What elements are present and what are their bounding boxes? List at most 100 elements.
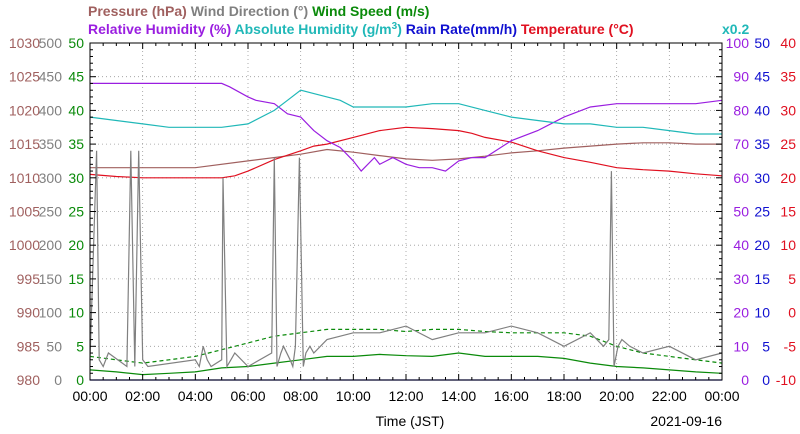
x-tick-label: 06:00 (230, 388, 265, 404)
y-tick-label: 995 (17, 271, 41, 287)
y-tick-label: 50 (68, 35, 84, 51)
y-tick-label: 90 (733, 69, 749, 85)
x-tick-label: 16:00 (494, 388, 529, 404)
series-absolute-humidity-g-m3 (89, 89, 722, 135)
x-tick-label: 04:00 (178, 388, 213, 404)
y-tick-label: 20 (754, 237, 770, 253)
x-tick-label: 18:00 (546, 388, 581, 404)
y-tick-label: 15 (780, 204, 796, 220)
x-tick-label: 02:00 (125, 388, 160, 404)
y-tick-label: 45 (68, 69, 84, 85)
y-tick-label: 25 (754, 204, 770, 220)
legend-entry: Wind Speed (m/s) (308, 3, 429, 19)
y-tick-label: 300 (39, 170, 63, 186)
y-tick-label: 80 (733, 102, 749, 118)
y-tick-label: 35 (754, 136, 770, 152)
y-tick-label: 40 (733, 237, 749, 253)
y-tick-label: 30 (733, 271, 749, 287)
y-tick-label: 40 (754, 102, 770, 118)
y-tick-label: 20 (68, 237, 84, 253)
y-tick-label: 0 (76, 372, 84, 388)
y-tick-label: 0 (788, 305, 796, 321)
y-tick-label: 25 (780, 136, 796, 152)
x-axis-title: Time (JST) (376, 413, 445, 429)
y-tick-label: 0 (54, 372, 62, 388)
x-tick-label: 08:00 (283, 388, 318, 404)
y-tick-label: 450 (39, 69, 63, 85)
legend-entry: Wind Direction (°) (187, 3, 308, 19)
y-tick-label: 400 (39, 102, 63, 118)
y-tick-label: 200 (39, 237, 63, 253)
y-tick-label: 980 (17, 372, 41, 388)
y-tick-label: 985 (17, 338, 41, 354)
y-tick-label: 35 (780, 69, 796, 85)
legend-entry: Pressure (hPa) (88, 3, 187, 19)
y-tick-label: 10 (754, 305, 770, 321)
y-tick-label: 10 (780, 237, 796, 253)
plot-grid (90, 43, 722, 380)
y-axis-labels-left: 9809859909951000100510101015102010251030… (9, 35, 84, 388)
y-tick-label: 100 (726, 35, 750, 51)
y-tick-label: 50 (733, 204, 749, 220)
legend-entry-tail: ) (397, 21, 402, 37)
legend-row2: Relative Humidity (%) Absolute Humidity … (88, 21, 634, 37)
x-tick-label: 10:00 (336, 388, 371, 404)
x-axis-labels: 00:00 02:00 04:00 06:00 08:00 10:00 12:00 14:00… (72, 388, 739, 404)
x-tick-label: 00:00 (72, 388, 107, 404)
y-tick-label: 30 (68, 170, 84, 186)
y-tick-label: 40 (780, 35, 796, 51)
y-tick-label: 1000 (9, 237, 40, 253)
legend-entry: Rain Rate(mm/h) (402, 21, 517, 37)
y-tick-label: 5 (76, 338, 84, 354)
y-tick-label: 1025 (9, 69, 40, 85)
x-tick-label: 20:00 (599, 388, 634, 404)
legend: Pressure (hPa) Wind Direction (°) Wind S… (88, 3, 749, 37)
y-tick-label: 1015 (9, 136, 40, 152)
abs-humidity-scale-note: x0.2 (722, 21, 749, 37)
y-tick-label: 35 (68, 136, 84, 152)
y-tick-label: 990 (17, 305, 41, 321)
y-tick-label: 30 (754, 170, 770, 186)
y-tick-label: 10 (733, 338, 749, 354)
y-tick-label: 15 (754, 271, 770, 287)
y-tick-label: 45 (754, 69, 770, 85)
y-tick-label: 5 (762, 338, 770, 354)
y-tick-label: 100 (39, 305, 63, 321)
y-tick-label: 10 (68, 305, 84, 321)
x-tick-label: 14:00 (441, 388, 476, 404)
y-tick-label: -10 (776, 372, 796, 388)
y-tick-label: 1010 (9, 170, 40, 186)
y-tick-label: 70 (733, 136, 749, 152)
series-wind-direction (89, 150, 723, 369)
y-axis-labels-right: 0102030405060708090100051015202530354045… (726, 35, 797, 388)
y-tick-label: 500 (39, 35, 63, 51)
y-tick-label: 50 (754, 35, 770, 51)
series-wind-gust-m-s (89, 328, 723, 364)
legend-entry: Temperature (°C) (517, 21, 634, 37)
y-tick-label: 0 (741, 372, 749, 388)
y-tick-label: 1020 (9, 102, 40, 118)
y-tick-label: 1030 (9, 35, 40, 51)
y-tick-label: 5 (788, 271, 796, 287)
legend-entry: Absolute Humidity (g/m (231, 21, 391, 37)
axis-ticks (89, 42, 723, 381)
series-wind-speed-m-s (89, 352, 723, 376)
y-tick-label: -5 (784, 338, 797, 354)
y-tick-label: 25 (68, 204, 84, 220)
x-tick-label: 12:00 (388, 388, 423, 404)
legend-superscript: 3 (392, 21, 398, 32)
series-pressure-hpa (90, 142, 722, 169)
chart-date: 2021-09-16 (650, 413, 722, 429)
x-tick-label: 00:00 (704, 388, 739, 404)
y-tick-label: 0 (762, 372, 770, 388)
legend-row1: Pressure (hPa) Wind Direction (°) Wind S… (88, 3, 429, 19)
y-tick-label: 350 (39, 136, 63, 152)
y-tick-label: 20 (733, 305, 749, 321)
y-tick-label: 30 (780, 102, 796, 118)
y-tick-label: 150 (39, 271, 63, 287)
y-tick-label: 250 (39, 204, 63, 220)
series-relative-humidity (90, 82, 723, 173)
x-tick-label: 22:00 (652, 388, 687, 404)
series-temperature-c (89, 126, 723, 179)
